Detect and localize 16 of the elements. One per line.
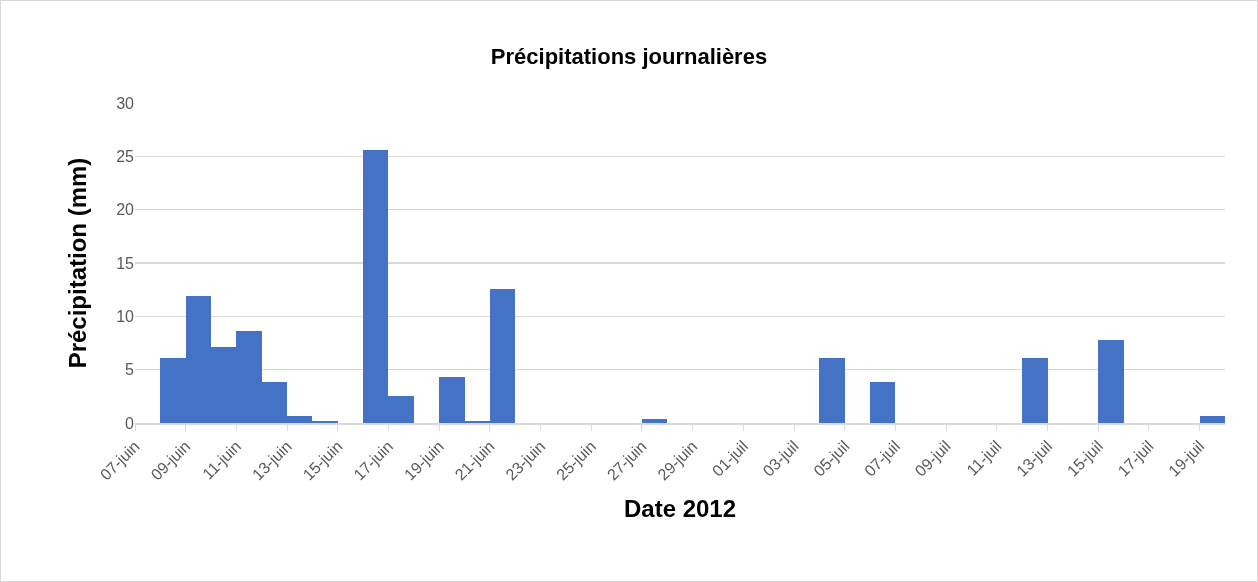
bar xyxy=(870,382,896,423)
bar xyxy=(1022,357,1048,423)
bar xyxy=(1199,415,1225,423)
chart-title: Précipitations journalières xyxy=(490,43,768,69)
y-tick-label: 5 xyxy=(125,361,135,379)
y-tick-label: 25 xyxy=(116,147,135,165)
y-axis-title: Précipitation (mm) xyxy=(64,157,92,369)
bar xyxy=(641,418,668,423)
y-tick-label: 30 xyxy=(116,94,135,112)
x-axis-title: Date 2012 xyxy=(623,495,737,523)
y-tick-label: 0 xyxy=(125,414,135,432)
bar xyxy=(1098,339,1124,423)
y-tick-label: 10 xyxy=(116,307,135,325)
y-tick-label: 15 xyxy=(116,254,135,272)
bar xyxy=(819,357,845,423)
y-tick-label: 20 xyxy=(116,201,135,219)
